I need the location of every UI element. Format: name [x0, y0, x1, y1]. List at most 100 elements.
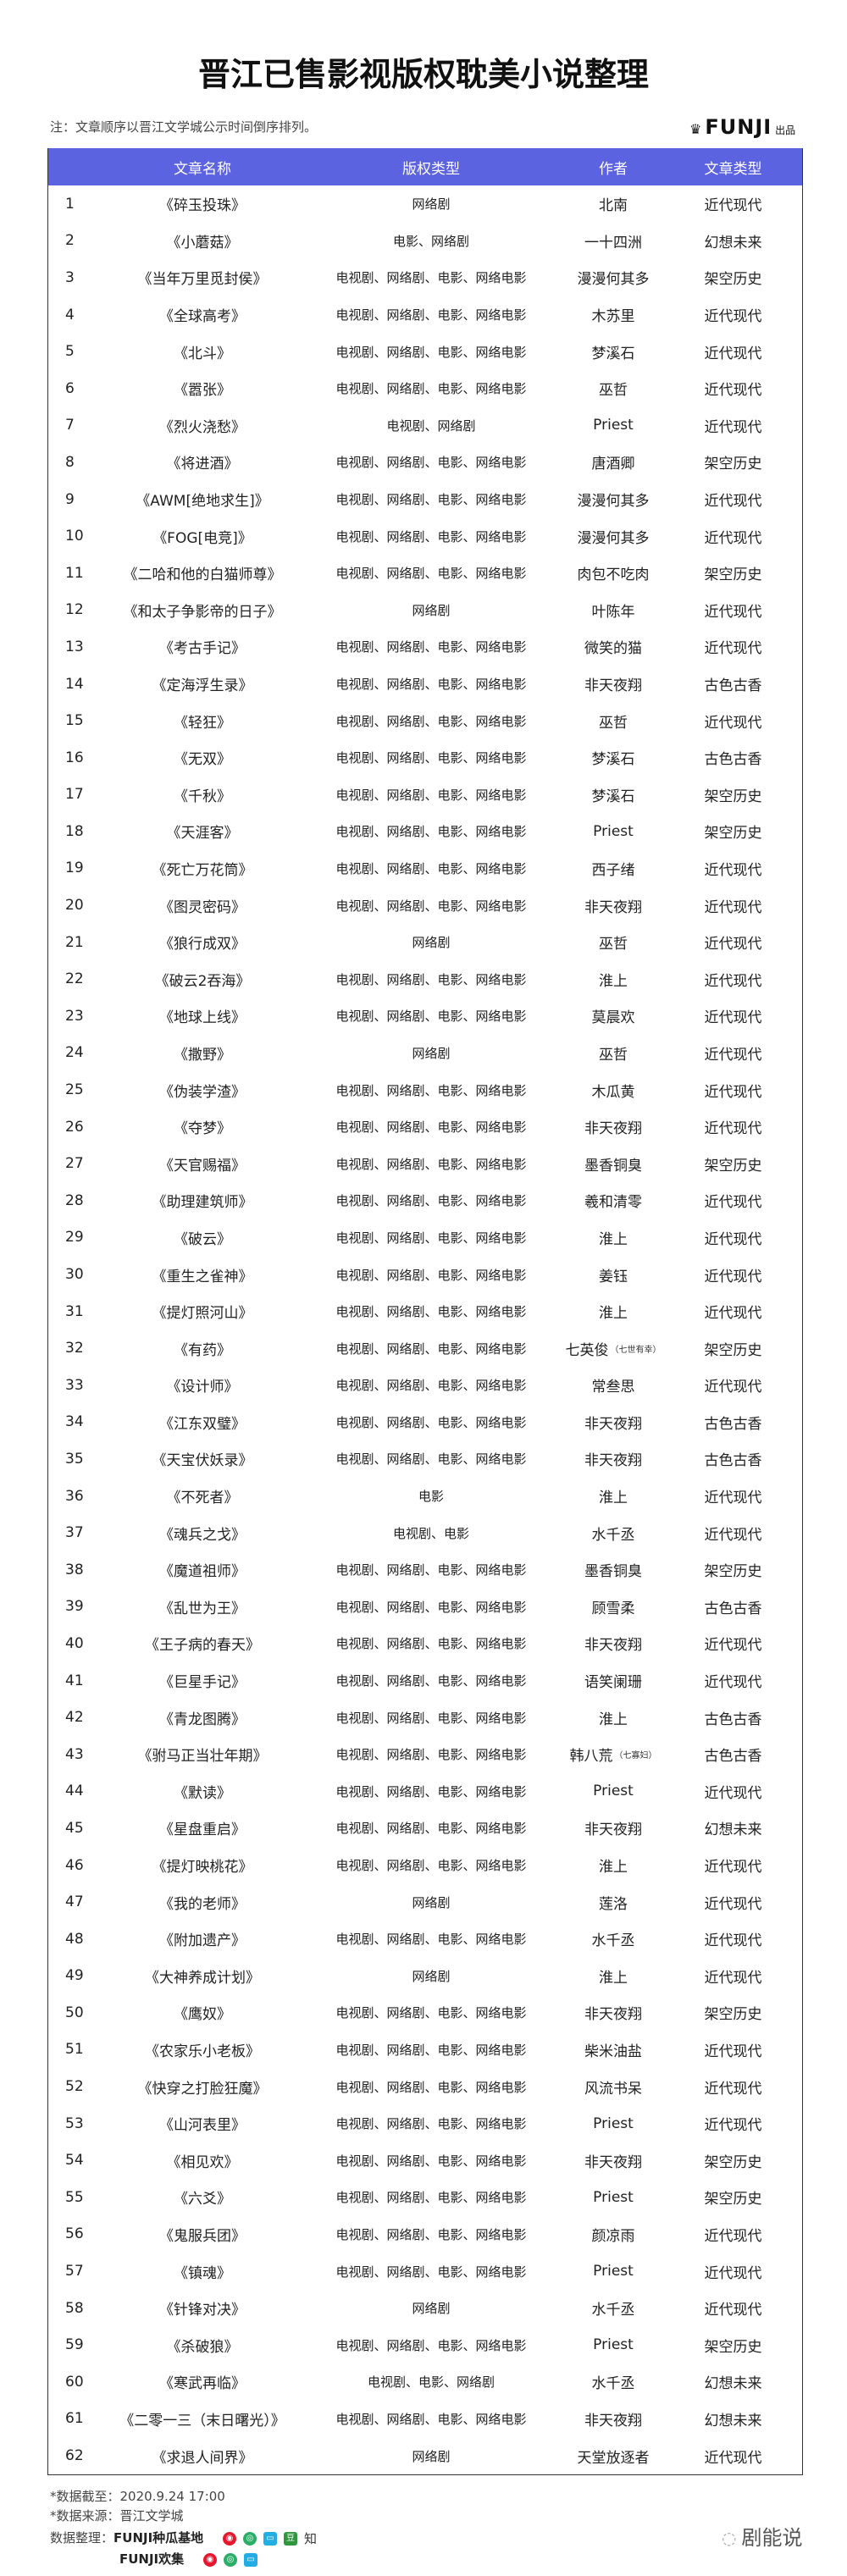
novel-title: 《相见欢》: [109, 2142, 296, 2179]
genre: 古色古香: [673, 1440, 794, 1478]
row-index-text: 61: [65, 2410, 84, 2428]
genre-text: 近代现代: [704, 1969, 762, 1987]
weibo-icon[interactable]: ◉: [222, 2531, 236, 2546]
row-index: 51: [57, 2032, 89, 2069]
genre: 架空历史: [673, 259, 794, 296]
genre-text: 架空历史: [704, 567, 762, 584]
novel-title: 《不死者》: [109, 1478, 296, 1515]
novel-title-text: 《默读》: [174, 1784, 231, 1802]
row-index-text: 54: [65, 2152, 84, 2170]
header-title: 文章名称: [174, 160, 231, 178]
rights-type-text: 电视剧、网络剧、电影、网络电影: [335, 750, 527, 766]
author: 非天夜翔: [562, 1108, 664, 1146]
row-index-text: 62: [65, 2447, 84, 2465]
author-text: 语笑阑珊: [584, 1674, 642, 1692]
row-index: 19: [57, 850, 89, 887]
zhihu-icon[interactable]: 知: [303, 2530, 317, 2546]
row-index: 9: [57, 481, 89, 518]
rights-type: 网络剧: [304, 2437, 558, 2474]
rights-type: 电视剧、网络剧、电影、网络电影: [304, 2142, 558, 2179]
genre: 近代现代: [673, 1035, 794, 1072]
genre: 架空历史: [673, 444, 794, 481]
genre-text: 近代现代: [704, 1083, 762, 1101]
rights-type-text: 电视剧、网络剧、电影、网络电影: [335, 2226, 527, 2242]
genre: 近代现代: [673, 1071, 794, 1108]
novel-title-text: 《天官赐福》: [159, 1157, 246, 1175]
genre: 近代现代: [673, 2437, 794, 2474]
table-row: 14 《定海浮生录》 电视剧、网络剧、电影、网络电影 非天夜翔 古色古香: [48, 666, 802, 703]
rights-type-text: 电视剧、电影、网络剧: [367, 2374, 495, 2391]
row-index: 28: [57, 1182, 89, 1219]
table-row: 33 《设计师》 电视剧、网络剧、电影、网络电影 常叁思 近代现代: [48, 1367, 802, 1404]
author: 漫漫何其多: [562, 259, 664, 296]
table-row: 16 《无双》 电视剧、网络剧、电影、网络电影 梦溪石 古色古香: [48, 739, 802, 777]
row-index-text: 9: [65, 490, 75, 508]
author-text: 漫漫何其多: [577, 271, 650, 289]
genre-text: 近代现代: [704, 382, 762, 400]
row-index-text: 58: [65, 2299, 84, 2317]
rights-type-text: 网络剧: [412, 602, 451, 618]
novel-title-text: 《星盘重启》: [159, 1821, 246, 1839]
wechat-icon[interactable]: ◎: [242, 2531, 257, 2546]
rights-type-text: 网络剧: [412, 196, 451, 213]
rights-type: 网络剧: [304, 1958, 558, 1995]
douban-icon[interactable]: 豆: [283, 2531, 297, 2546]
novel-title: 《AWM[绝地求生]》: [109, 481, 296, 518]
row-index: 13: [57, 628, 89, 666]
author: 梦溪石: [562, 777, 664, 814]
rights-type: 电视剧、网络剧、电影、网络电影: [304, 1071, 558, 1108]
genre: 近代现代: [673, 481, 794, 518]
weibo-icon[interactable]: ◉: [202, 2552, 217, 2567]
bilibili-icon[interactable]: ▭: [243, 2552, 257, 2567]
novel-title-text: 《镇魂》: [174, 2264, 231, 2282]
genre: 近代现代: [673, 407, 794, 445]
genre-text: 古色古香: [704, 1600, 762, 1617]
table-row: 28 《助理建筑师》 电视剧、网络剧、电影、网络电影 羲和清零 近代现代: [48, 1182, 802, 1219]
novel-title-text: 《碎玉投珠》: [159, 197, 246, 215]
author: 顾雪柔: [562, 1589, 664, 1626]
row-index-text: 32: [65, 1340, 84, 1357]
novel-title-text: 《北斗》: [174, 345, 231, 362]
row-index-text: 29: [65, 1229, 84, 1247]
author-text: 淮上: [599, 1969, 628, 1987]
row-index: 41: [57, 1662, 89, 1700]
row-index: 23: [57, 998, 89, 1035]
row-index-text: 47: [65, 1893, 84, 1911]
row-index-text: 44: [65, 1783, 84, 1800]
table-row: 60 《寒武再临》 电视剧、电影、网络剧 水千丞 幻想未来: [48, 2363, 802, 2401]
author: 柴米油盐: [562, 2032, 664, 2069]
table-row: 8 《将进酒》 电视剧、网络剧、电影、网络电影 唐酒卿 架空历史: [48, 444, 802, 481]
novel-title: 《有药》: [109, 1329, 296, 1367]
novel-title: 《青龙图腾》: [109, 1699, 296, 1736]
rights-type: 网络剧: [304, 1035, 558, 1072]
table-row: 58 《针锋对决》 网络剧 水千丞 近代现代: [48, 2290, 802, 2327]
rights-type: 电视剧、网络剧、电影、网络电影: [304, 777, 558, 814]
table-row: 4 《全球高考》 电视剧、网络剧、电影、网络电影 木苏里 近代现代: [48, 296, 802, 334]
row-index-text: 28: [65, 1191, 84, 1209]
rights-type-text: 电视剧、网络剧、电影、网络电影: [335, 2079, 527, 2095]
wechat-icon[interactable]: ◎: [223, 2552, 237, 2567]
rights-type-text: 网络剧: [412, 935, 451, 951]
rights-type: 电视剧、网络剧、电影、网络电影: [304, 1773, 558, 1810]
novel-title-text: 《全球高考》: [159, 308, 246, 326]
brand-suffix: 出品: [775, 124, 796, 136]
bilibili-icon[interactable]: ▭: [263, 2531, 277, 2546]
row-index: 7: [57, 407, 89, 445]
novel-title: 《定海浮生录》: [109, 666, 296, 703]
row-index: 21: [57, 924, 89, 961]
novel-title: 《快穿之打脸狂魔》: [109, 2068, 296, 2105]
rights-type-text: 网络剧: [412, 2448, 451, 2464]
author: 颜凉雨: [562, 2216, 664, 2253]
novel-title: 《天涯客》: [109, 813, 296, 850]
author: 语笑阑珊: [562, 1662, 664, 1700]
genre: 近代现代: [673, 517, 794, 555]
rights-type: 电视剧、网络剧、电影、网络电影: [304, 1329, 558, 1367]
table-row: 44 《默读》 电视剧、网络剧、电影、网络电影 Priest 近代现代: [48, 1773, 802, 1810]
genre-text: 近代现代: [704, 1895, 762, 1913]
genre-text: 架空历史: [704, 788, 762, 805]
row-index-text: 35: [65, 1450, 84, 1468]
rights-type: 电视剧、网络剧、电影、网络电影: [304, 2253, 558, 2290]
author-text: 西子绪: [591, 861, 635, 879]
row-index: 42: [57, 1699, 89, 1736]
genre-text: 近代现代: [704, 2264, 762, 2282]
